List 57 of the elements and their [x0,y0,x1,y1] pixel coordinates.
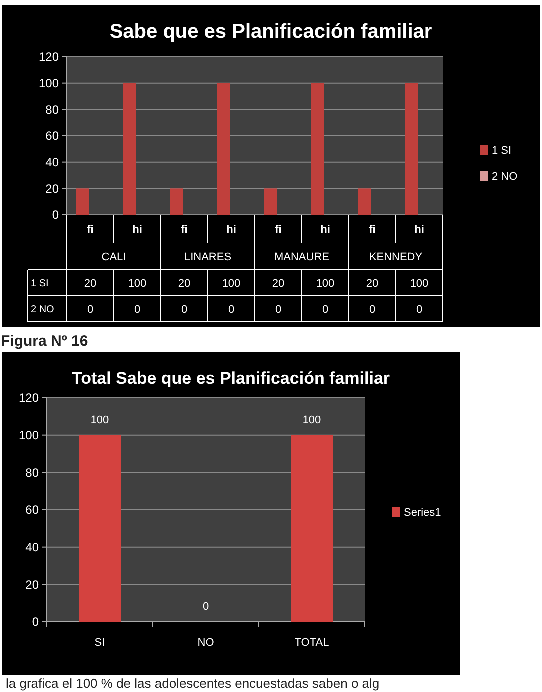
text: 2 NO [31,304,54,316]
x-tick-label: fi [87,224,94,236]
y-tick-label: 80 [26,466,40,480]
text: MANAURE [274,251,330,264]
data-label: 0 [202,601,210,613]
y-tick-label: 0 [32,615,40,630]
data-label: 20 [272,278,285,290]
y-tick-label: 0 [52,208,60,222]
y-tick-label: 120 [38,50,60,64]
data-label: 0 [134,304,141,316]
legend-label: Series1 [404,506,442,519]
text: 1 SI [31,278,49,290]
y-tick-label: 40 [26,540,40,555]
x-tick-label: NO [198,637,215,649]
x-tick-label: hi [132,224,142,236]
x-tick-label: SI [94,637,106,649]
x-tick-label: hi [320,224,330,236]
y-tick-label: 20 [26,578,40,592]
data-label: 100 [316,278,335,290]
data-label: 0 [322,304,329,316]
y-tick-label: 120 [18,391,40,406]
legend-label: 2 NO [492,170,518,183]
data-label: 20 [178,278,191,290]
chart-title: Sabe que es Planificación familiar [110,21,432,43]
data-label: 100 [410,278,429,290]
y-tick-label: 20 [46,182,60,196]
data-label: 0 [87,304,94,316]
x-tick-label: fi [369,224,376,236]
y-tick-label: 40 [46,156,60,170]
data-label: 20 [84,278,97,290]
y-tick-label: 60 [46,129,60,144]
data-label: 100 [302,414,322,426]
x-tick-label: fi [181,224,188,236]
text: Figura Nº 16 [1,333,88,350]
y-tick-label: 60 [26,503,40,518]
x-tick-label: hi [414,224,424,236]
legend-label: 1 SI [492,144,512,157]
data-label: 100 [90,414,110,426]
x-tick-label: TOTAL [294,637,330,649]
text: KENNEDY [369,251,424,264]
chart-title: Total Sabe que es Planificación familiar [72,369,390,388]
text: la grafica el 100 % de las adolescentes encuestadas saben o alg [6,676,380,691]
data-label: 0 [369,304,376,316]
data-label: 0 [275,304,282,316]
data-label: 0 [181,304,188,316]
y-tick-label: 80 [46,102,60,117]
text: LINARES [184,251,232,264]
x-tick-label: fi [275,224,282,236]
x-tick-label: hi [226,224,236,236]
y-tick-label: 100 [38,76,60,91]
data-label: 100 [128,278,147,290]
data-label: 20 [366,278,379,290]
data-label: 0 [228,304,235,316]
data-label: 0 [416,304,423,316]
y-tick-label: 100 [18,428,40,443]
text: CALI [102,251,126,264]
data-label: 100 [222,278,241,290]
